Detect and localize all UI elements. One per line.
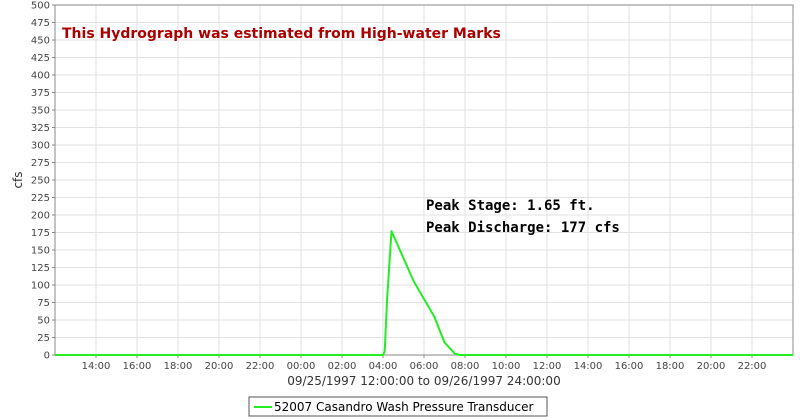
x-tick-label: 22:00 — [738, 361, 767, 372]
x-tick-label: 10:00 — [492, 361, 521, 372]
x-tick-label: 04:00 — [369, 361, 398, 372]
y-tick-label: 125 — [31, 263, 50, 274]
x-tick-label: 16:00 — [615, 361, 644, 372]
y-axis: 0 25 50 75 100 125 150 175 200 225 250 275 300 325 350… — [31, 1, 55, 362]
peak-stage-annotation: Peak Stage: 1.65 ft. — [426, 198, 595, 214]
y-tick-label: 25 — [37, 333, 50, 344]
x-tick-label: 18:00 — [164, 361, 193, 372]
hydrograph-estimate-banner: This Hydrograph was estimated from High-… — [62, 26, 501, 42]
y-tick-label: 450 — [31, 36, 50, 47]
y-tick-label: 300 — [31, 141, 50, 152]
y-tick-label: 275 — [31, 158, 50, 169]
y-tick-label: 425 — [31, 53, 50, 64]
x-tick-label: 20:00 — [205, 361, 234, 372]
x-tick-label: 06:00 — [410, 361, 439, 372]
x-tick-label: 18:00 — [656, 361, 685, 372]
legend-box — [248, 396, 548, 417]
x-tick-label: 22:00 — [246, 361, 275, 372]
y-tick-label: 225 — [31, 193, 50, 204]
grid-lines — [55, 4, 793, 356]
y-tick-label: 350 — [31, 106, 50, 117]
peak-discharge-annotation: Peak Discharge: 177 cfs — [426, 220, 620, 236]
x-tick-label: 12:00 — [533, 361, 562, 372]
series-layer — [55, 230, 793, 356]
legend: 52007 Casandro Wash Pressure Transducer — [248, 396, 548, 417]
y-axis-title: cfs — [11, 171, 25, 188]
x-axis: 14:00 16:00 18:00 20:00 22:00 00:00 02:00 04:00… — [82, 355, 767, 372]
y-tick-label: 50 — [37, 316, 50, 327]
y-tick-label: 100 — [31, 281, 50, 292]
y-tick-label: 0 — [44, 351, 50, 362]
x-tick-label: 00:00 — [287, 361, 316, 372]
y-tick-label: 200 — [31, 211, 50, 222]
y-tick-label: 475 — [31, 18, 50, 29]
y-tick-label: 500 — [31, 1, 50, 12]
x-tick-label: 02:00 — [328, 361, 357, 372]
y-tick-label: 400 — [31, 71, 50, 82]
y-tick-label: 175 — [31, 228, 50, 239]
y-tick-label: 150 — [31, 246, 50, 257]
x-axis-title: 09/25/1997 12:00:00 to 09/26/1997 24:00:… — [287, 374, 560, 388]
series-line — [55, 230, 793, 356]
y-tick-label: 375 — [31, 88, 50, 99]
y-tick-label: 75 — [37, 298, 50, 309]
x-tick-label: 08:00 — [451, 361, 480, 372]
x-tick-label: 14:00 — [574, 361, 603, 372]
x-tick-label: 20:00 — [697, 361, 726, 372]
y-tick-label: 250 — [31, 176, 50, 187]
legend-series-label: 52007 Casandro Wash Pressure Transducer — [274, 400, 533, 414]
x-tick-label: 14:00 — [82, 361, 111, 372]
y-tick-label: 325 — [31, 123, 50, 134]
x-tick-label: 16:00 — [123, 361, 152, 372]
